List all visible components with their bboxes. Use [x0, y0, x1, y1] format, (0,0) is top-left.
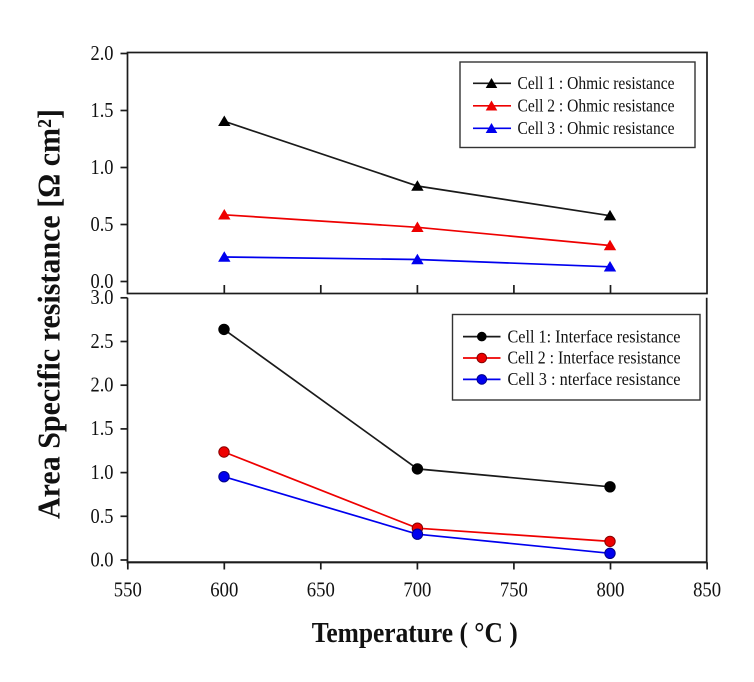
- svg-text:0.0: 0.0: [91, 548, 114, 572]
- svg-text:Cell 1: Interface resistance: Cell 1: Interface resistance: [508, 326, 681, 346]
- svg-text:Cell 3 : Ohmic resistance: Cell 3 : Ohmic resistance: [518, 118, 675, 138]
- svg-text:Cell 2 : Interface resistance: Cell 2 : Interface resistance: [508, 348, 681, 368]
- svg-text:Cell 1 : Ohmic resistance: Cell 1 : Ohmic resistance: [518, 73, 675, 93]
- svg-text:2.0: 2.0: [91, 41, 114, 65]
- svg-text:2.5: 2.5: [91, 329, 114, 353]
- svg-text:0.5: 0.5: [91, 212, 114, 236]
- svg-text:550: 550: [114, 578, 142, 602]
- svg-text:0.0: 0.0: [91, 269, 114, 293]
- svg-text:1.5: 1.5: [91, 98, 114, 122]
- svg-text:650: 650: [307, 578, 335, 602]
- svg-text:0.5: 0.5: [91, 504, 114, 528]
- svg-text:1.0: 1.0: [91, 460, 114, 484]
- svg-text:1.0: 1.0: [91, 155, 114, 179]
- svg-text:Area Specific resistance [Ω c: Area Specific resistance [Ω cm²]: [31, 109, 67, 519]
- svg-text:750: 750: [500, 578, 528, 602]
- svg-text:700: 700: [403, 578, 431, 602]
- svg-text:600: 600: [210, 578, 238, 602]
- svg-text:Cell 2 : Ohmic resistance: Cell 2 : Ohmic resistance: [518, 96, 675, 116]
- svg-text:850: 850: [693, 578, 721, 602]
- svg-text:800: 800: [597, 578, 625, 602]
- svg-text:2.0: 2.0: [91, 373, 114, 397]
- svg-text:Cell 3 : nterface resistance: Cell 3 : nterface resistance: [508, 369, 681, 389]
- svg-text:1.5: 1.5: [91, 416, 114, 440]
- svg-text:Temperature ( °C ): Temperature ( °C ): [312, 618, 518, 649]
- svg-text:3.0: 3.0: [91, 285, 114, 309]
